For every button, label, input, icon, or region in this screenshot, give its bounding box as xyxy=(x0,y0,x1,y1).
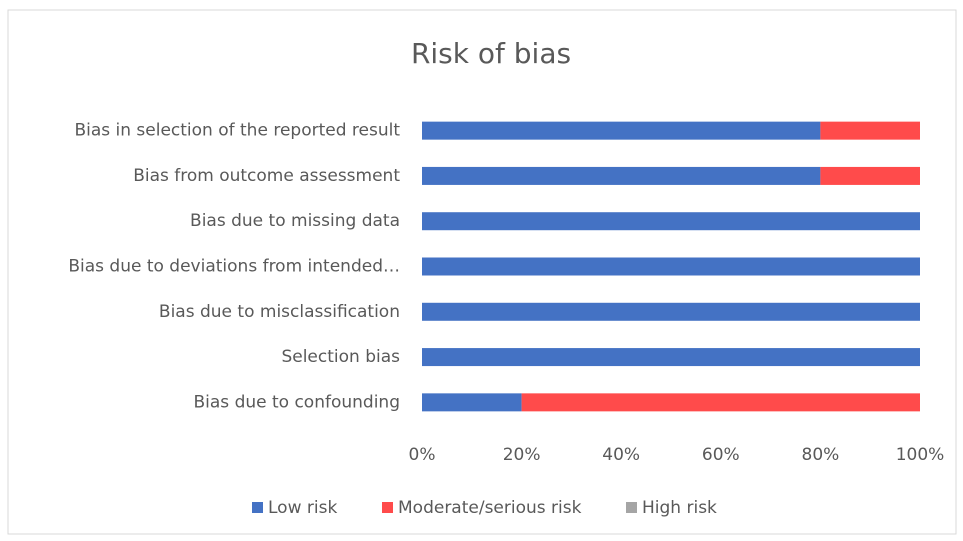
y-tick-label: Bias in selection of the reported result xyxy=(74,121,400,141)
x-tick-label: 0% xyxy=(409,445,436,465)
chart-title: Risk of bias xyxy=(411,37,571,70)
bar-segment xyxy=(422,121,821,140)
legend-swatch xyxy=(626,502,637,513)
legend-swatch xyxy=(252,502,263,513)
x-tick-label: 20% xyxy=(503,445,541,465)
y-tick-label: Bias due to misclassification xyxy=(159,302,400,322)
y-tick-label: Bias due to confounding xyxy=(194,392,401,412)
bar-segment xyxy=(422,166,821,185)
bar-segment xyxy=(422,302,920,321)
bar-segment xyxy=(422,393,522,412)
bar-segment xyxy=(422,348,920,367)
x-tick-label: 40% xyxy=(602,445,640,465)
bar-segment xyxy=(820,121,920,140)
bar-segment xyxy=(820,166,920,185)
x-tick-label: 60% xyxy=(702,445,740,465)
y-tick-label: Bias due to missing data xyxy=(190,211,400,231)
y-tick-label: Bias from outcome assessment xyxy=(133,166,400,186)
legend-label: Low risk xyxy=(268,498,337,518)
legend-swatch xyxy=(382,502,393,513)
bar-segment xyxy=(422,257,920,276)
bar-segment xyxy=(422,212,920,231)
y-tick-label: Selection bias xyxy=(281,347,400,367)
bar-segment xyxy=(521,393,920,412)
x-tick-label: 80% xyxy=(802,445,840,465)
y-tick-label: Bias due to deviations from intended… xyxy=(68,257,400,277)
x-tick-label: 100% xyxy=(896,445,945,465)
legend-label: High risk xyxy=(642,498,717,518)
legend-label: Moderate/serious risk xyxy=(398,498,582,518)
